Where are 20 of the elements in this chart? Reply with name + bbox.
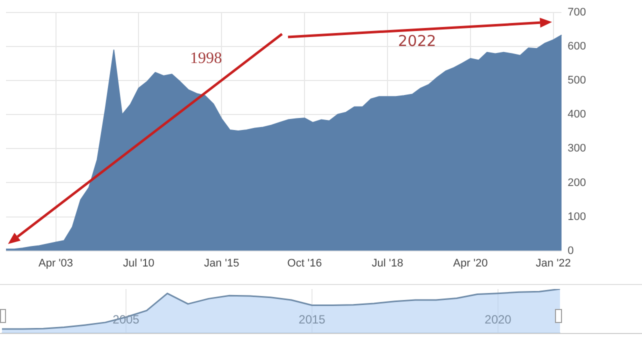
y-tick-label: 300 [568, 142, 586, 155]
y-tick-label: 500 [568, 74, 586, 87]
x-tick-label: Jul '18 [372, 257, 404, 270]
x-tick-label: 2005 [112, 312, 140, 327]
x-tick-label: Apr '03 [38, 257, 74, 270]
x-tick-label: Apr '20 [453, 257, 488, 270]
x-tick-label: Jan '15 [204, 257, 240, 270]
x-tick-label: Jul '10 [122, 257, 154, 270]
annotation: 2022 [398, 32, 436, 50]
x-tick-label: 2015 [298, 312, 326, 327]
x-tick-label: 2020 [484, 312, 512, 327]
x-tick-label: Oct '16 [287, 257, 322, 270]
annotation: 1998 [190, 50, 222, 68]
y-tick-label: 700 [568, 6, 586, 19]
y-tick-label: 400 [568, 108, 586, 121]
x-tick-label: Jan '22 [536, 257, 571, 270]
y-tick-label: 100 [568, 210, 586, 223]
y-tick-label: 0 [568, 244, 574, 257]
y-tick-label: 200 [568, 176, 586, 189]
y-tick-label: 600 [568, 40, 586, 53]
